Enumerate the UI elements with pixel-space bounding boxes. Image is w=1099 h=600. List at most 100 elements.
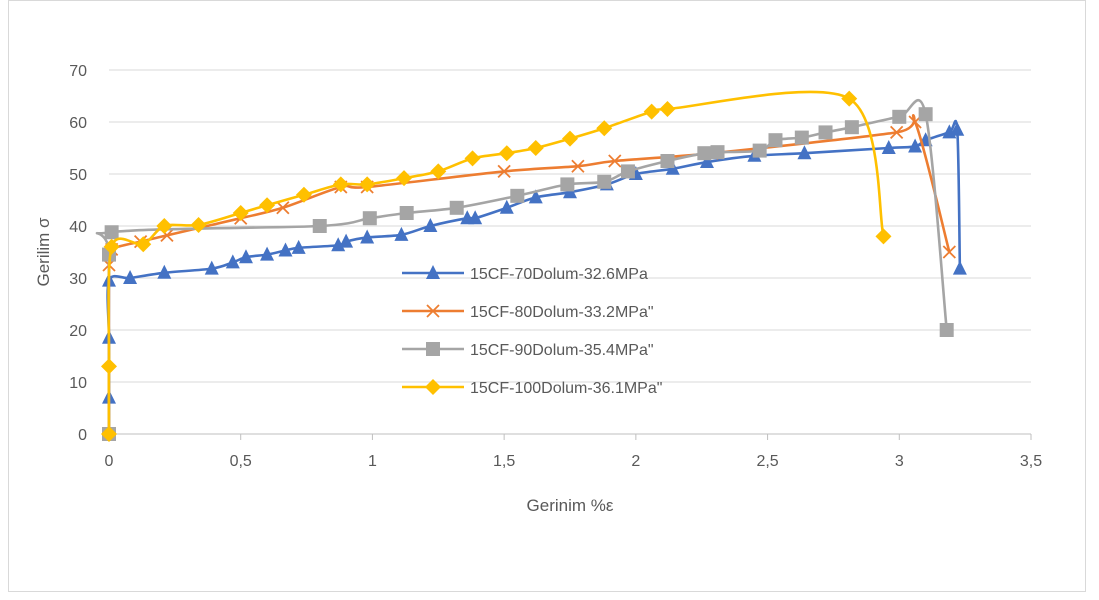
legend-swatch-marker — [425, 379, 441, 395]
data-point — [890, 125, 904, 140]
data-point — [276, 201, 290, 215]
data-point — [797, 145, 812, 160]
data-point — [449, 200, 464, 215]
data-point — [768, 133, 783, 148]
data-point — [359, 176, 376, 193]
x-tick-label: 0 — [105, 453, 114, 470]
x-axis-title: Gerinim %ε — [527, 496, 614, 515]
data-point — [660, 154, 675, 168]
y-axis-title: Gerilim σ — [34, 217, 53, 287]
data-point — [362, 211, 377, 226]
y-tick-label: 70 — [69, 63, 87, 80]
legend: 15CF-70Dolum-32.6MPa 15CF-80Dolum-33.2MPa… — [402, 265, 662, 397]
data-point — [232, 205, 249, 221]
legend-item: 15CF-70Dolum-32.6MPa — [402, 265, 648, 283]
legend-item: 15CF-100Dolum-36.1MPa" — [402, 379, 662, 397]
legend-swatch-marker — [426, 342, 440, 356]
marker-stroke — [160, 228, 174, 242]
data-point — [295, 186, 312, 203]
data-point — [918, 107, 933, 122]
data-point — [225, 254, 240, 269]
data-point — [841, 90, 858, 107]
data-point — [562, 130, 578, 147]
data-point — [942, 245, 956, 259]
y-tick-label: 20 — [69, 323, 87, 340]
data-point — [528, 189, 543, 204]
data-point — [103, 238, 120, 255]
y-tick-label: 50 — [69, 167, 87, 184]
data-point — [794, 130, 809, 145]
data-point — [332, 176, 349, 193]
data-point — [818, 125, 833, 140]
legend-swatch-marker — [426, 304, 440, 318]
data-point — [430, 163, 447, 180]
data-point — [423, 218, 438, 232]
marker-stroke — [571, 159, 585, 173]
data-point — [498, 145, 515, 162]
data-point — [156, 218, 173, 234]
data-point — [881, 140, 896, 154]
data-point — [643, 103, 660, 120]
data-point — [291, 239, 306, 254]
legend-label: 15CF-90Dolum-35.4MPa" — [470, 342, 654, 359]
marker-stroke — [890, 125, 904, 140]
data-point — [135, 236, 152, 253]
data-point — [399, 206, 414, 220]
data-point — [123, 270, 138, 284]
data-point — [875, 228, 892, 245]
data-point — [101, 358, 117, 375]
x-tick-label: 3,5 — [1020, 453, 1042, 470]
data-point — [238, 249, 253, 264]
series-4 — [101, 90, 892, 442]
tick-labels: 0 10 20 30 40 50 60 70 0 0,5 1 1,5 2 2,5 3 3,5 — [69, 63, 1042, 470]
data-point — [157, 264, 172, 279]
data-point — [908, 138, 923, 153]
data-point — [260, 246, 275, 261]
marker-stroke — [942, 245, 956, 259]
data-point — [278, 242, 293, 257]
data-point — [339, 233, 354, 248]
data-point — [892, 109, 907, 124]
data-point — [659, 101, 676, 117]
data-point — [710, 145, 725, 160]
data-point — [560, 177, 575, 192]
data-point — [396, 170, 413, 187]
chart-area: 0 10 20 30 40 50 60 70 0 0,5 1 1,5 2 2,5 3 3,5 15CF-70D… — [8, 0, 1086, 592]
data-point — [101, 426, 117, 442]
data-point — [952, 260, 967, 275]
data-point — [204, 260, 219, 275]
data-point — [608, 154, 622, 168]
data-point — [527, 140, 544, 156]
marker-stroke — [497, 164, 511, 179]
data-point — [331, 237, 346, 252]
data-point — [620, 164, 635, 179]
data-point — [499, 199, 514, 214]
data-point — [360, 229, 375, 244]
data-point — [950, 121, 965, 136]
data-point — [939, 323, 954, 337]
data-point — [597, 174, 612, 189]
data-point — [464, 150, 481, 167]
marker-stroke — [608, 154, 622, 168]
x-tick-label: 1,5 — [493, 453, 515, 470]
data-point — [571, 159, 585, 173]
marker-stroke — [276, 201, 290, 215]
x-tick-label: 2,5 — [756, 453, 778, 470]
data-point — [697, 146, 712, 161]
legend-label: 15CF-100Dolum-36.1MPa" — [470, 380, 662, 397]
legend-item: 15CF-80Dolum-33.2MPa" — [402, 304, 654, 321]
data-point — [259, 197, 276, 214]
data-point — [510, 188, 525, 203]
axes — [108, 433, 1032, 440]
data-point — [104, 225, 119, 240]
data-point — [699, 154, 714, 169]
data-point — [468, 210, 483, 225]
series-group — [95, 90, 967, 442]
data-point — [190, 216, 207, 233]
marker-stroke — [426, 304, 440, 318]
legend-swatch-marker — [426, 265, 440, 279]
series-3 — [95, 98, 954, 441]
y-tick-label: 30 — [69, 271, 87, 288]
data-point — [596, 120, 613, 137]
line-chart: 0 10 20 30 40 50 60 70 0 0,5 1 1,5 2 2,5 3 3,5 15CF-70D… — [34, 63, 1042, 515]
